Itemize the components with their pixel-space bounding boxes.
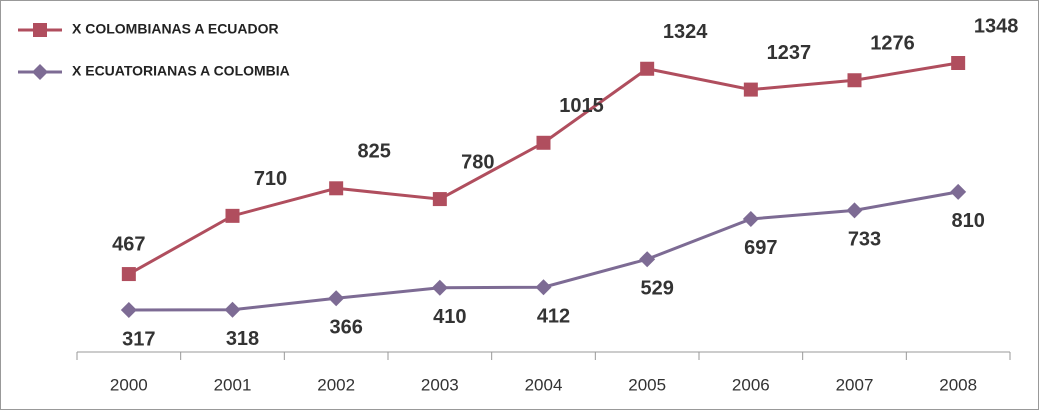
- data-label: 410: [433, 306, 466, 328]
- data-label: 1237: [767, 42, 812, 64]
- legend-marker: [33, 23, 47, 37]
- point: [640, 61, 655, 76]
- data-label: 317: [122, 328, 155, 350]
- x-tick-label: 2007: [836, 375, 874, 394]
- legend-label: X COLOMBIANAS A ECUADOR: [72, 21, 279, 37]
- data-label: 318: [226, 328, 259, 350]
- x-tick-label: 2006: [732, 375, 770, 394]
- x-tick-label: 2004: [525, 375, 563, 394]
- point: [329, 181, 344, 196]
- point: [535, 279, 552, 296]
- point: [847, 73, 862, 88]
- data-label: 810: [951, 210, 984, 232]
- point: [846, 202, 863, 219]
- x-tick-label: 2003: [421, 375, 459, 394]
- x-tick-label: 2008: [939, 375, 977, 394]
- data-label: 412: [537, 306, 570, 328]
- data-label: 366: [329, 317, 362, 339]
- data-label: 1348: [974, 15, 1019, 37]
- point: [639, 251, 656, 268]
- point: [225, 208, 240, 223]
- point: [121, 267, 136, 282]
- data-label: 467: [112, 233, 145, 255]
- x-tick-label: 2001: [214, 375, 252, 394]
- data-label: 697: [744, 237, 777, 259]
- data-label: 1276: [870, 33, 915, 55]
- point: [120, 302, 137, 318]
- point: [951, 56, 966, 70]
- x-tick-label: 2002: [317, 375, 355, 394]
- data-label: 733: [848, 229, 881, 251]
- data-label: 1324: [663, 21, 708, 43]
- point: [950, 183, 967, 200]
- point: [743, 82, 758, 97]
- data-label: 780: [461, 151, 494, 173]
- x-tick-label: 2000: [110, 375, 148, 394]
- data-label: 710: [254, 168, 287, 190]
- point: [536, 135, 551, 150]
- point: [431, 279, 448, 296]
- point: [432, 192, 447, 207]
- data-label: 1015: [559, 95, 604, 117]
- x-tick-label: 2005: [628, 375, 666, 394]
- point: [742, 210, 759, 227]
- data-label: 825: [357, 141, 390, 163]
- legend-label: X ECUATORIANAS A COLOMBIA: [72, 63, 290, 79]
- point: [224, 301, 241, 318]
- point: [328, 290, 345, 307]
- data-label: 529: [640, 277, 673, 299]
- legend-marker: [32, 64, 48, 80]
